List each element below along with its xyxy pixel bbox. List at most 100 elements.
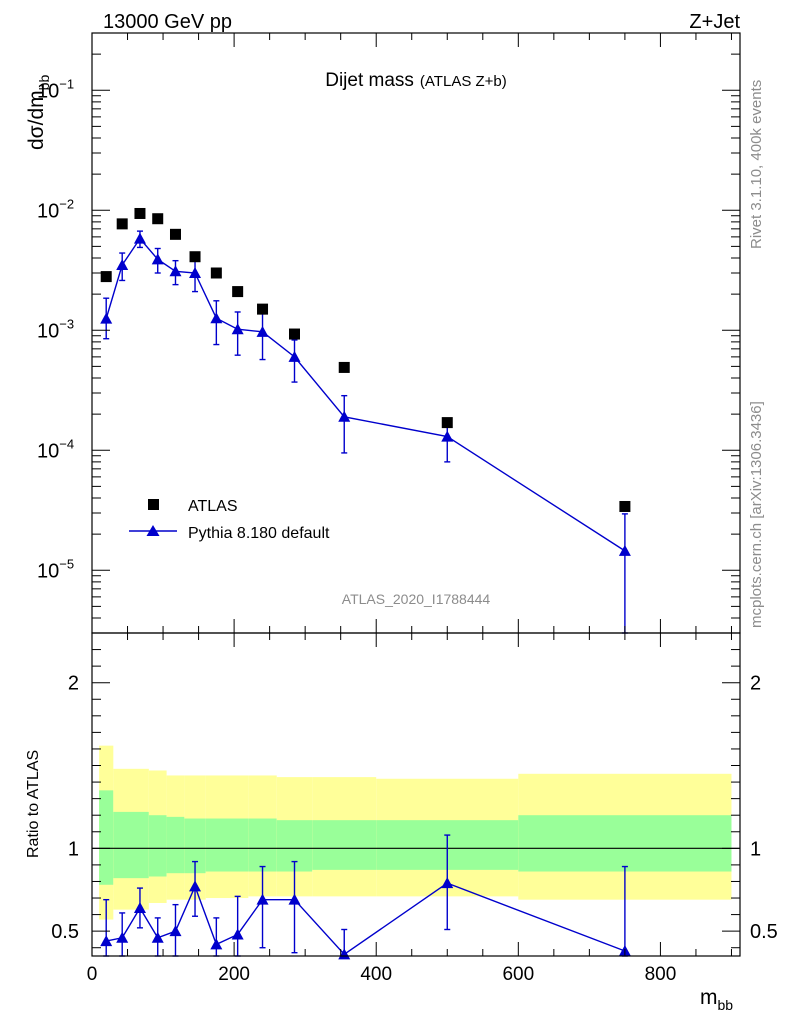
band-inner-4 <box>184 818 206 874</box>
band-inner-5 <box>205 818 227 872</box>
tick-exponent: −1 <box>59 76 74 91</box>
atlas-point <box>441 417 453 429</box>
ratio-pythia-point <box>256 893 269 905</box>
legend: ATLAS Pythia 8.180 default <box>129 498 330 542</box>
x-tick-label: 400 <box>360 964 392 985</box>
atlas-point <box>619 500 631 512</box>
atlas-point <box>257 303 269 315</box>
band-inner-6 <box>227 818 249 872</box>
atlas-point <box>116 218 128 230</box>
legend-marker-pythia <box>146 525 160 536</box>
ratio-y-tick-label-left: 0.5 <box>51 921 79 943</box>
header-right: Z+Jet <box>689 11 740 33</box>
main-y-tick-label: 10−1 <box>37 76 74 102</box>
x-axis-label-sub: bb <box>718 997 734 1013</box>
band-inner-2 <box>148 815 167 877</box>
atlas-point <box>169 228 181 240</box>
band-inner-9 <box>312 820 377 870</box>
tick-mantissa: 10 <box>37 200 59 222</box>
band-inner-11 <box>518 815 732 872</box>
atlas-point <box>232 286 244 298</box>
x-tick-label: 600 <box>502 964 534 985</box>
main-y-tick-label: 10−2 <box>37 196 74 222</box>
ratio-frame <box>91 632 741 957</box>
ratio-uncertainty-bands <box>92 745 740 920</box>
main-frame <box>91 32 741 634</box>
pythia-point <box>231 323 244 335</box>
x-axis-label-text: m <box>700 986 718 1009</box>
ratio-y-tick-label-left: 1 <box>68 838 79 860</box>
ratio-pythia-point <box>441 877 454 889</box>
ratio-y-axis-label: Ratio to ATLAS <box>25 750 42 858</box>
ratio-pythia-point <box>210 938 223 950</box>
ratio-pythia-point <box>116 931 129 943</box>
main-y-tick-label: 10−4 <box>37 436 74 462</box>
pythia-point <box>116 258 129 270</box>
ratio-pythia-point <box>189 880 202 892</box>
ratio-y-tick-label-right: 0.5 <box>750 921 778 943</box>
x-tick-label: 200 <box>218 964 250 985</box>
band-inner-3 <box>166 816 185 874</box>
tick-exponent: −4 <box>59 436 74 451</box>
plot-title-sub: (ATLAS Z+b) <box>420 73 507 90</box>
ratio-y-tick-label-left: 2 <box>68 673 79 695</box>
pythia-point <box>441 430 454 442</box>
plot-title: Dijet mass (ATLAS Z+b) <box>325 70 507 91</box>
pythia-point <box>338 410 351 422</box>
pythia-point <box>288 350 301 362</box>
x-tick-label: 800 <box>645 964 677 985</box>
tick-exponent: −3 <box>59 316 74 331</box>
ratio-pythia-point <box>288 893 301 905</box>
pythia-point <box>210 312 223 324</box>
ratio-pythia-point <box>100 935 113 947</box>
ratio-y-tick-label-right: 1 <box>750 838 761 860</box>
pythia-point <box>133 232 146 244</box>
ratio-pythia-point <box>169 925 182 937</box>
atlas-point <box>189 251 201 263</box>
ratio-pythia-point <box>151 931 164 943</box>
ratio-plot-marks <box>100 834 631 960</box>
atlas-point <box>210 267 222 279</box>
pythia-line <box>105 237 626 552</box>
ratio-y-tick-label-right: 2 <box>750 673 761 695</box>
tick-exponent: −2 <box>59 196 74 211</box>
legend-label-atlas: ATLAS <box>188 498 238 515</box>
atlas-point <box>338 361 350 373</box>
tick-mantissa: 10 <box>37 440 59 462</box>
atlas-point <box>134 207 146 219</box>
analysis-tag: ATLAS_2020_I1788444 <box>342 591 491 607</box>
header-left: 13000 GeV pp <box>103 11 232 33</box>
pythia-point <box>189 267 202 278</box>
pythia-point <box>618 544 631 556</box>
side-label-mcplots: mcplots.cern.ch [arXiv:1306.3436] <box>748 401 765 628</box>
atlas-point <box>100 271 112 283</box>
main-plot-marks <box>100 207 631 634</box>
ratio-pythia-point <box>133 901 146 913</box>
atlas-point <box>289 328 300 340</box>
tick-mantissa: 10 <box>37 80 59 102</box>
tick-mantissa: 10 <box>37 560 59 582</box>
plot-title-main: Dijet mass <box>325 70 414 91</box>
band-inner-0 <box>99 790 114 885</box>
legend-label-pythia: Pythia 8.180 default <box>188 525 330 542</box>
tick-mantissa: 10 <box>37 320 59 342</box>
main-y-axis-label: dσ/dmbb <box>25 75 52 150</box>
legend-marker-atlas <box>148 499 159 510</box>
main-y-axis-label-text: dσ/dm <box>25 90 48 150</box>
atlas-point <box>152 213 164 225</box>
main-y-tick-label: 10−5 <box>37 556 74 582</box>
side-label-rivet: Rivet 3.1.10, 400k events <box>748 80 765 249</box>
pythia-point <box>256 325 269 337</box>
ratio-pythia-point <box>231 928 244 940</box>
x-tick-label: 0 <box>87 964 98 985</box>
main-y-tick-label: 10−3 <box>37 316 74 342</box>
band-inner-7 <box>248 818 277 872</box>
pythia-point <box>151 253 164 265</box>
pythia-point <box>100 312 113 324</box>
x-axis-label: mbb <box>700 986 733 1013</box>
main-y-axis-label-sub: bb <box>36 75 52 91</box>
tick-exponent: −5 <box>59 556 74 571</box>
pythia-point <box>169 265 182 277</box>
